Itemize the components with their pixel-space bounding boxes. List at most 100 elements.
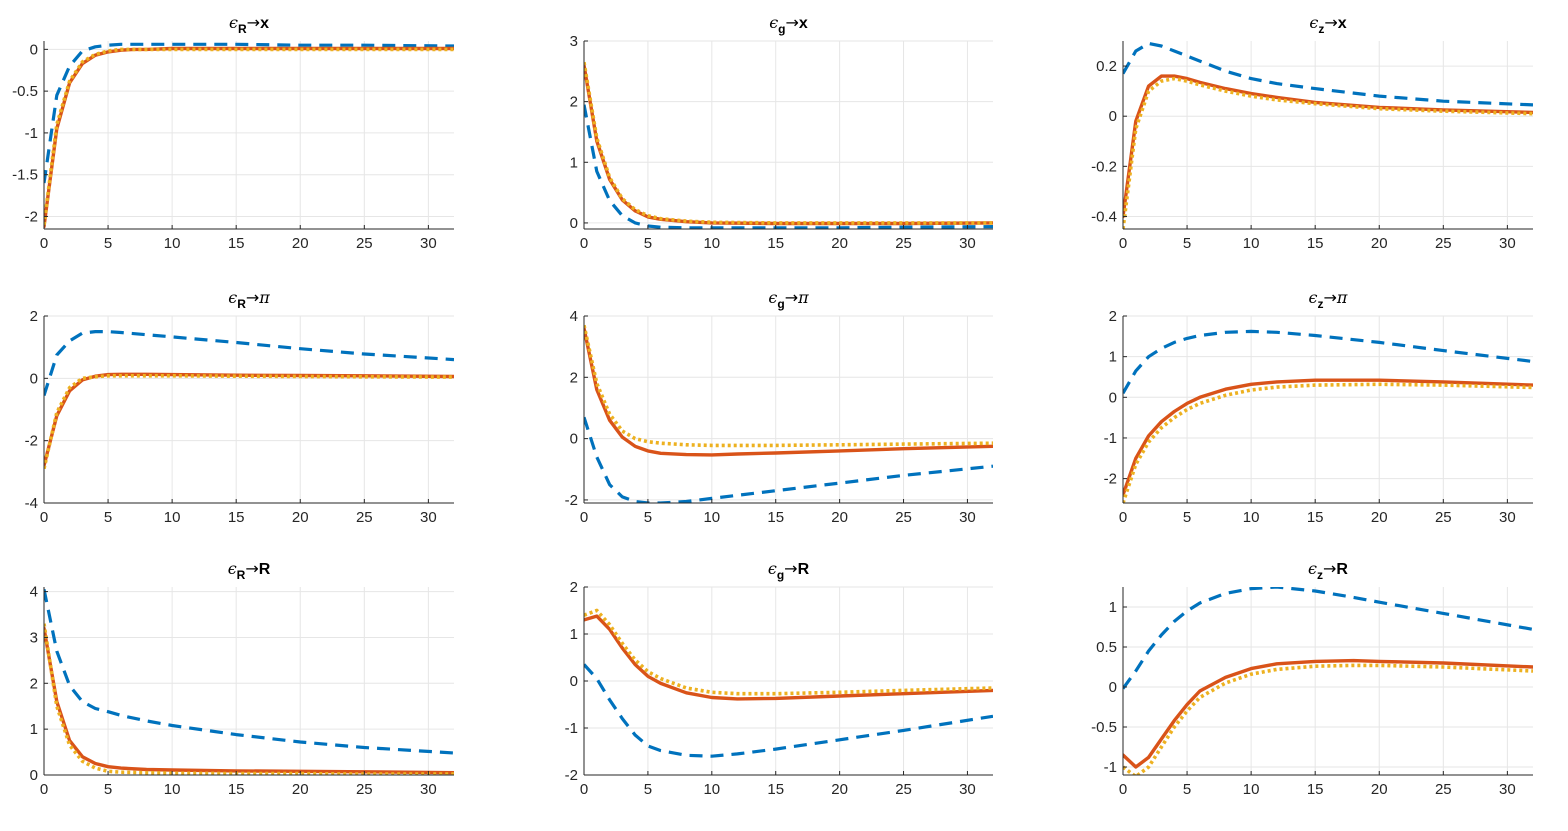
x-tick-label: 20 — [831, 509, 848, 526]
series-lines — [584, 61, 993, 229]
x-tick-label: 15 — [228, 509, 245, 526]
x-tick-label: 30 — [1499, 235, 1516, 252]
gridlines — [1122, 41, 1533, 229]
x-tick-label: 10 — [1243, 781, 1260, 798]
x-tick-label: 10 — [1243, 235, 1260, 252]
series-line-dotted — [1123, 76, 1533, 229]
panel-title: ϵR→x — [229, 13, 269, 36]
x-tick-label: 20 — [292, 509, 309, 526]
panel-title: ϵz→R — [1308, 559, 1348, 582]
y-tick-label: 1 — [570, 626, 578, 643]
panel-title-part: g — [777, 297, 784, 311]
x-tick-label: 10 — [164, 509, 181, 526]
series-lines — [44, 588, 454, 775]
panel-title-part: g — [778, 22, 785, 36]
y-tick-label: -1 — [1104, 430, 1117, 447]
x-tick-label: 30 — [420, 781, 437, 798]
series-line-solid — [1123, 74, 1533, 219]
y-tick-label: 2 — [570, 94, 578, 111]
panel-title-part: ϵ — [768, 559, 777, 578]
series-line-solid — [1123, 378, 1533, 497]
y-tick-label: -1.5 — [12, 167, 38, 184]
x-tick-label: 10 — [703, 509, 720, 526]
x-tick-label: 20 — [1371, 781, 1388, 798]
x-tick-label: 25 — [895, 235, 912, 252]
series-line-solid — [584, 614, 993, 701]
panel-title-part: → — [1324, 13, 1337, 32]
x-tick-label: 20 — [831, 781, 848, 798]
panel-R-pi: 0 5 10 15 20 25 30 -4 -2 0 2 ϵR→π — [25, 288, 454, 526]
panel-title-part: π — [1336, 288, 1348, 307]
x-tick-label: 30 — [1499, 781, 1516, 798]
panel-title-part: π — [258, 288, 270, 307]
x-tick-label: 10 — [703, 235, 720, 252]
gridlines — [1122, 587, 1533, 775]
y-tick-label: -2 — [25, 208, 38, 225]
y-tick-label: 4 — [570, 308, 578, 325]
series-lines — [584, 324, 993, 503]
series-line-dotted — [44, 623, 454, 775]
panel-g-R: 0 5 10 15 20 25 30 -2 -1 0 1 2 ϵg→R — [565, 559, 993, 798]
series-lines — [44, 42, 454, 229]
y-tick-label: -0.2 — [1091, 158, 1117, 175]
y-tick-label: 0 — [30, 370, 38, 387]
x-tick-label: 10 — [164, 235, 181, 252]
series-line-dashed — [584, 663, 993, 758]
y-tick-label: -2 — [1104, 471, 1117, 488]
x-tick-label: 15 — [1307, 235, 1324, 252]
y-tick-label: -4 — [25, 495, 38, 512]
x-tick-label: 0 — [580, 509, 588, 526]
y-tick-label: 2 — [1109, 308, 1117, 325]
x-tick-label: 30 — [959, 781, 976, 798]
panel-title: ϵR→π — [228, 288, 270, 311]
y-tick-label: 0 — [570, 431, 578, 448]
panel-title-part: ϵ — [1308, 559, 1317, 578]
gridlines — [583, 586, 993, 776]
panel-title-part: ϵ — [229, 13, 238, 32]
panel-title-part: → — [245, 559, 258, 578]
x-tick-label: 25 — [356, 509, 373, 526]
panel-title-part: z — [1317, 568, 1323, 582]
series-lines — [1123, 329, 1533, 503]
y-tick-label: 1 — [1109, 349, 1117, 366]
panel-title-part: R — [237, 568, 246, 582]
panel-title-part: x — [260, 15, 269, 32]
series-line-dashed — [1123, 329, 1533, 394]
series-line-dashed — [584, 104, 993, 229]
x-tick-label: 5 — [644, 781, 652, 798]
y-tick-label: 1 — [30, 721, 38, 738]
y-tick-label: -1 — [565, 720, 578, 737]
x-tick-label: 5 — [104, 235, 112, 252]
x-tick-label: 15 — [767, 235, 784, 252]
series-line-solid — [584, 63, 993, 226]
series-line-dashed — [1123, 587, 1533, 690]
x-tick-label: 10 — [1243, 509, 1260, 526]
y-tick-label: 3 — [570, 33, 578, 50]
x-tick-label: 30 — [420, 509, 437, 526]
x-tick-label: 20 — [1371, 235, 1388, 252]
series-line-dashed — [44, 588, 454, 755]
panel-title: ϵR→R — [228, 559, 271, 582]
series-lines — [584, 608, 993, 758]
panel-title-part: ϵ — [228, 559, 237, 578]
y-tick-label: 0.2 — [1096, 58, 1117, 75]
panel-title: ϵz→x — [1309, 13, 1346, 36]
panel-title-part: → — [1323, 559, 1336, 578]
x-tick-label: 5 — [644, 509, 652, 526]
panel-title: ϵg→x — [769, 13, 808, 36]
y-tick-label: 0 — [570, 215, 578, 232]
x-tick-label: 15 — [767, 781, 784, 798]
x-tick-label: 20 — [292, 781, 309, 798]
gridlines — [583, 315, 993, 503]
x-tick-label: 15 — [228, 235, 245, 252]
series-line-dashed — [584, 416, 993, 503]
panel-title-part: → — [785, 288, 798, 307]
series-line-dotted — [44, 373, 454, 470]
x-tick-label: 15 — [767, 509, 784, 526]
y-tick-label: 2 — [30, 675, 38, 692]
gridlines — [583, 40, 993, 229]
series-line-solid — [1123, 658, 1533, 769]
panel-title-part: → — [784, 559, 797, 578]
x-tick-label: 25 — [356, 235, 373, 252]
